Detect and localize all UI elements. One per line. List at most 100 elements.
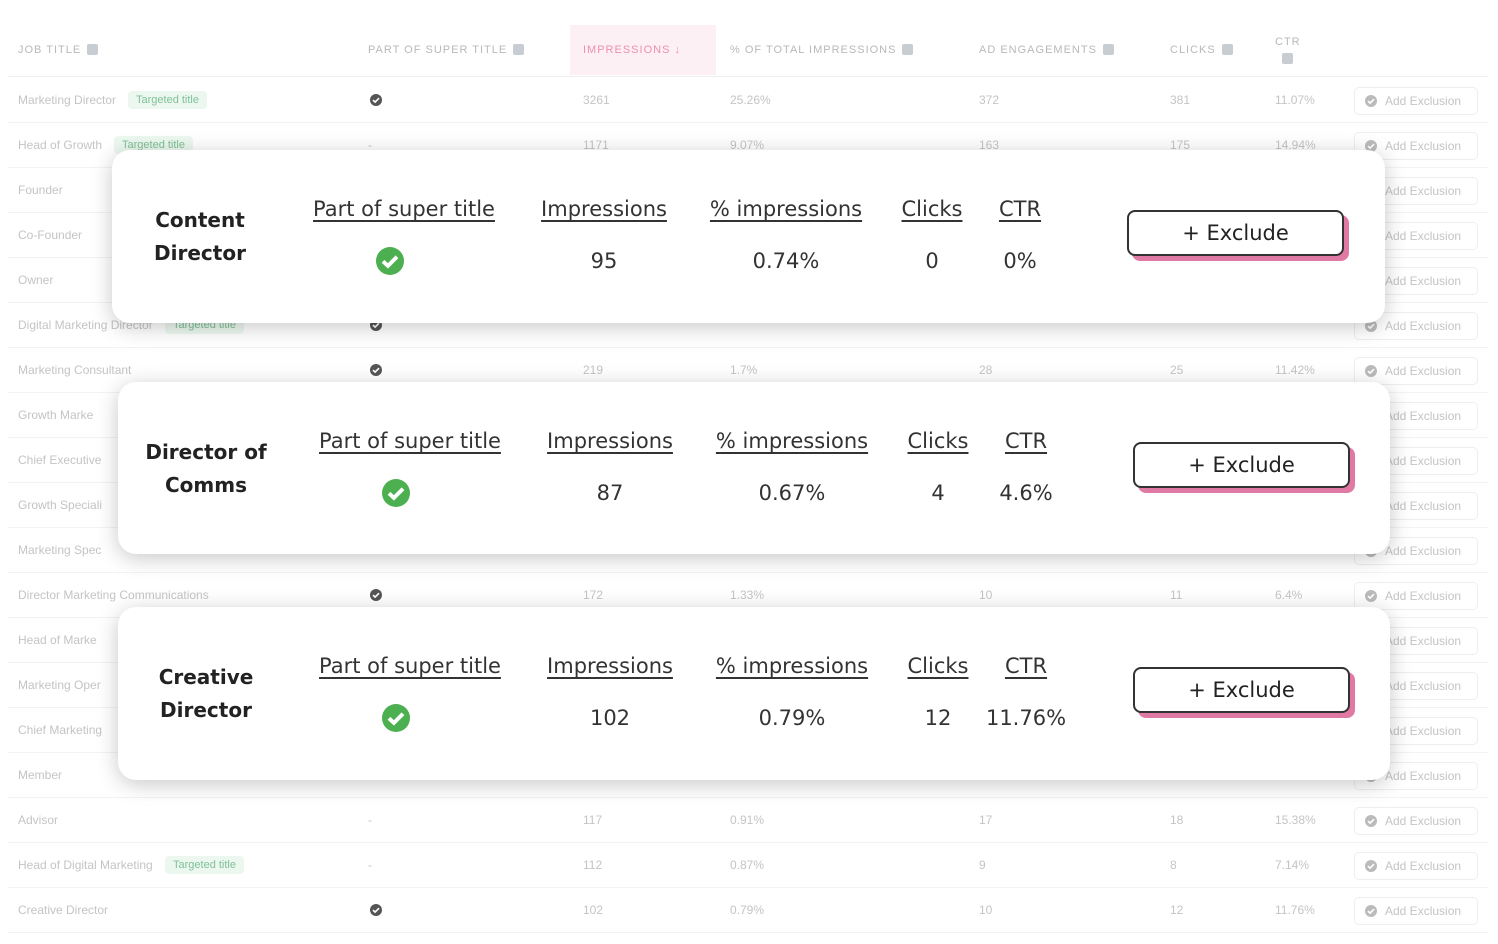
add-exclusion[interactable]: Add Exclusion [1354,312,1478,340]
table-cell: 112 [583,858,603,872]
table-cell: 7.14% [1275,858,1310,872]
column-header[interactable]: JOB TITLE [18,44,82,56]
exclusion-card: Content Director Part of super title Impres… [112,150,1385,323]
card-column-header: % impressions [715,429,869,453]
table-cell: 11.42% [1275,363,1315,377]
add-exclusion-label: Add Exclusion [1385,94,1462,108]
exclusion-icon [1365,815,1377,827]
card-column-header: Impressions [541,197,667,221]
card-column-header: Part of super title [319,429,501,453]
job-title: Digital Marketing Director [18,318,153,332]
add-exclusion[interactable]: Add Exclusion [1354,132,1478,160]
exclusion-icon [1365,95,1377,107]
table-cell: 175 [1170,138,1191,152]
card-column-header: Clicks [907,654,969,678]
column-header[interactable]: CLICKS [1170,44,1216,56]
card-column-header: Clicks [901,197,963,221]
card-column-header: CTR [1004,654,1048,678]
add-exclusion[interactable]: Add Exclusion [1354,852,1478,880]
table-cell: 9.07% [730,138,765,152]
super-title-check [370,364,382,376]
add-exclusion-label: Add Exclusion [1385,319,1462,333]
add-exclusion-label: Add Exclusion [1385,409,1462,423]
table-cell: 11 [1170,588,1183,602]
job-title: Growth Marke [18,408,94,422]
job-title: Head of Digital Marketing [18,858,153,872]
table-cell: 1.7% [730,363,758,377]
card-value: 95 [590,249,618,273]
row-divider [8,347,1488,348]
table-cell: 11.76% [1275,903,1315,917]
super-title-check [370,904,382,916]
table-cell: 10 [979,903,993,917]
header-divider [8,76,1488,77]
card-title-line: Content [155,208,245,232]
super-title-cell: - [368,138,372,152]
card-column-header: Part of super title [319,654,501,678]
job-title: Growth Speciali [18,498,103,512]
super-title-check [382,704,410,732]
exclusion-icon [1365,860,1377,872]
add-exclusion-label: Add Exclusion [1385,634,1462,648]
table-cell: 102 [583,903,604,917]
column-header[interactable]: IMPRESSIONS ↓ [583,44,681,56]
column-header[interactable]: PART OF SUPER TITLE [368,44,508,56]
add-exclusion[interactable]: Add Exclusion [1354,897,1478,925]
exclude-button[interactable]: + Exclude [1127,210,1344,256]
table-cell: 9 [979,858,986,872]
job-title: Owner [18,273,54,287]
table-cell: 172 [583,588,604,602]
table-cell: 25 [1170,363,1184,377]
exclude-button[interactable]: + Exclude [1133,442,1350,488]
job-title: Marketing Consultant [18,363,132,377]
card-column-header: % impressions [709,197,863,221]
table-cell: 8 [1170,858,1177,872]
exclusion-icon [1365,365,1377,377]
add-exclusion-label: Add Exclusion [1385,184,1462,198]
card-value: 0.67% [758,481,826,505]
card-value: 12 [924,706,952,730]
card-value: 0.74% [752,249,820,273]
add-exclusion[interactable]: Add Exclusion [1354,807,1478,835]
table-cell: 219 [583,363,604,377]
table-cell: 10 [979,588,993,602]
table-cell: 1.33% [730,588,765,602]
card-value: 0 [925,249,939,273]
row-divider [8,797,1488,798]
row-divider [8,122,1488,123]
add-exclusion-label: Add Exclusion [1385,454,1462,468]
row-divider [8,932,1488,933]
card-title-line: Director [154,241,246,265]
super-title-check [370,589,382,601]
targeted-tag: Targeted title [128,91,207,109]
card-value: 4 [931,481,945,505]
card-title-line: Creative [158,665,254,689]
job-title: Chief Marketing [18,723,103,737]
table-cell: 0.91% [730,813,765,827]
add-exclusion-label: Add Exclusion [1385,274,1462,288]
card-title: Content Director [154,204,246,270]
add-exclusion[interactable]: Add Exclusion [1354,357,1478,385]
card-value: 0% [1003,249,1037,273]
exclusion-icon [1365,905,1377,917]
exclusion-card: Director of Comms Part of super title Impre… [118,382,1390,554]
add-exclusion-label: Add Exclusion [1385,814,1462,828]
card-value: 87 [596,481,624,505]
column-header[interactable]: % OF TOTAL IMPRESSIONS [730,44,897,56]
column-header[interactable]: CTR [1275,36,1301,48]
exclude-button[interactable]: + Exclude [1133,667,1350,713]
card-column-header: Clicks [907,429,969,453]
add-exclusion[interactable]: Add Exclusion [1354,582,1478,610]
add-exclusion-label: Add Exclusion [1385,769,1462,783]
exclusion-icon [1365,140,1377,152]
card-value: 0.79% [758,706,826,730]
add-exclusion[interactable]: Add Exclusion [1354,87,1478,115]
column-header[interactable]: AD ENGAGEMENTS [979,44,1097,56]
job-title: Member [18,768,63,782]
info-icon [1222,44,1233,55]
job-title: Creative Director [18,903,109,917]
add-exclusion-label: Add Exclusion [1385,499,1462,513]
card-column-header: Impressions [547,429,673,453]
targeted-tag: Targeted title [114,136,193,154]
